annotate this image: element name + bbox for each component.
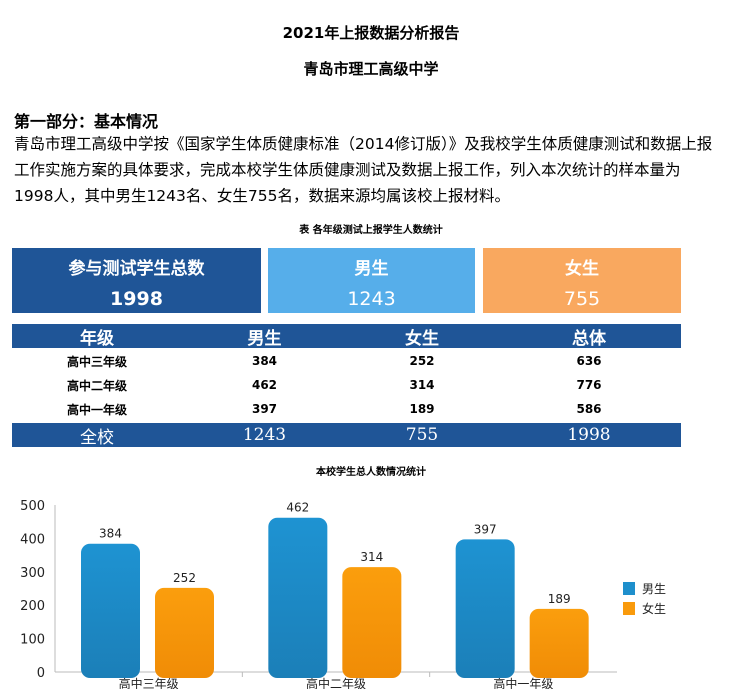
school-name: 青岛市理工高级中学 — [303, 60, 439, 78]
card-male: 男生 1243 — [268, 248, 475, 313]
bar-chart: 0 100 200 300 400 500 高中三年级 384 252 高中二年级 462 314 高中… — [20, 499, 666, 689]
x-tick-label: 高中三年级 — [119, 676, 179, 689]
header-cell: 男生 — [247, 328, 282, 349]
bar-male — [81, 543, 140, 678]
cell: 636 — [576, 354, 602, 368]
cell: 397 — [251, 402, 278, 416]
card-value: 1998 — [110, 288, 163, 310]
header-cell: 女生 — [405, 328, 439, 349]
data-label: 252 — [173, 571, 196, 585]
legend-label: 男生 — [642, 582, 666, 596]
cell: 314 — [409, 378, 435, 392]
card-label: 参与测试学生总数 — [68, 259, 205, 279]
legend-label: 女生 — [642, 601, 666, 616]
table-body: 高中三年级 384 252 636 高中二年级 462 314 776 高中一年级 397 18… — [12, 349, 681, 421]
intro-paragraph: 青岛市理工高级中学按《国家学生体质健康标准（2014修订版）》及我校学生体质健康… — [14, 135, 713, 205]
header-cell: 年级 — [80, 328, 114, 349]
card-total: 参与测试学生总数 1998 — [12, 248, 261, 313]
cell: 384 — [251, 354, 278, 368]
footer-cell: 755 — [405, 425, 439, 445]
cell: 462 — [251, 378, 278, 392]
footer-cell: 1998 — [567, 425, 611, 445]
data-label: 384 — [99, 527, 122, 541]
cell: 586 — [576, 402, 602, 416]
table-row: 高中二年级 462 314 776 — [12, 373, 681, 397]
x-tick-label: 高中二年级 — [306, 676, 366, 689]
bar-male — [268, 517, 328, 678]
table-header: 年级 男生 女生 总体 — [12, 324, 681, 349]
card-value: 1243 — [347, 288, 396, 310]
y-tick-label: 0 — [37, 666, 45, 681]
bar-female — [342, 567, 402, 678]
y-tick-label: 100 — [20, 633, 45, 648]
cell: 252 — [409, 354, 435, 368]
data-label: 397 — [474, 522, 497, 536]
data-label: 189 — [548, 592, 571, 606]
card-label: 男生 — [354, 259, 389, 279]
chart-title: 本校学生总人数情况统计 — [316, 467, 426, 478]
y-tick-label: 500 — [20, 499, 45, 514]
cell: 776 — [576, 378, 602, 392]
cell: 189 — [409, 402, 435, 416]
x-tick-label: 高中一年级 — [493, 676, 553, 689]
cell: 高中一年级 — [66, 402, 127, 417]
header-cell: 总体 — [572, 328, 606, 349]
report-title: 2021年上报数据分析报告 — [282, 24, 460, 42]
table-caption: 表 各年级测试上报学生人数统计 — [299, 225, 443, 236]
legend-swatch — [623, 582, 635, 595]
footer-cell: 全校 — [80, 427, 114, 448]
y-tick-label: 400 — [20, 532, 45, 547]
cell: 高中三年级 — [66, 354, 127, 369]
y-tick-label: 300 — [20, 566, 45, 581]
data-label: 314 — [360, 550, 383, 564]
card-value: 755 — [563, 288, 601, 310]
footer-cell: 1243 — [242, 425, 287, 445]
card-female: 女生 755 — [483, 248, 681, 313]
y-tick-label: 200 — [20, 599, 45, 614]
bar-male — [455, 539, 515, 678]
table-row: 高中三年级 384 252 636 — [12, 349, 681, 373]
table-footer: 全校 1243 755 1998 — [12, 423, 681, 448]
data-label: 462 — [286, 501, 309, 515]
table-row: 高中一年级 397 189 586 — [12, 397, 681, 421]
cell: 高中二年级 — [66, 378, 127, 393]
legend-swatch — [623, 602, 635, 615]
card-label: 女生 — [565, 259, 599, 279]
bar-female — [529, 608, 589, 678]
bar-female — [155, 587, 214, 678]
section-title: 第一部分：基本情况 — [14, 112, 159, 131]
